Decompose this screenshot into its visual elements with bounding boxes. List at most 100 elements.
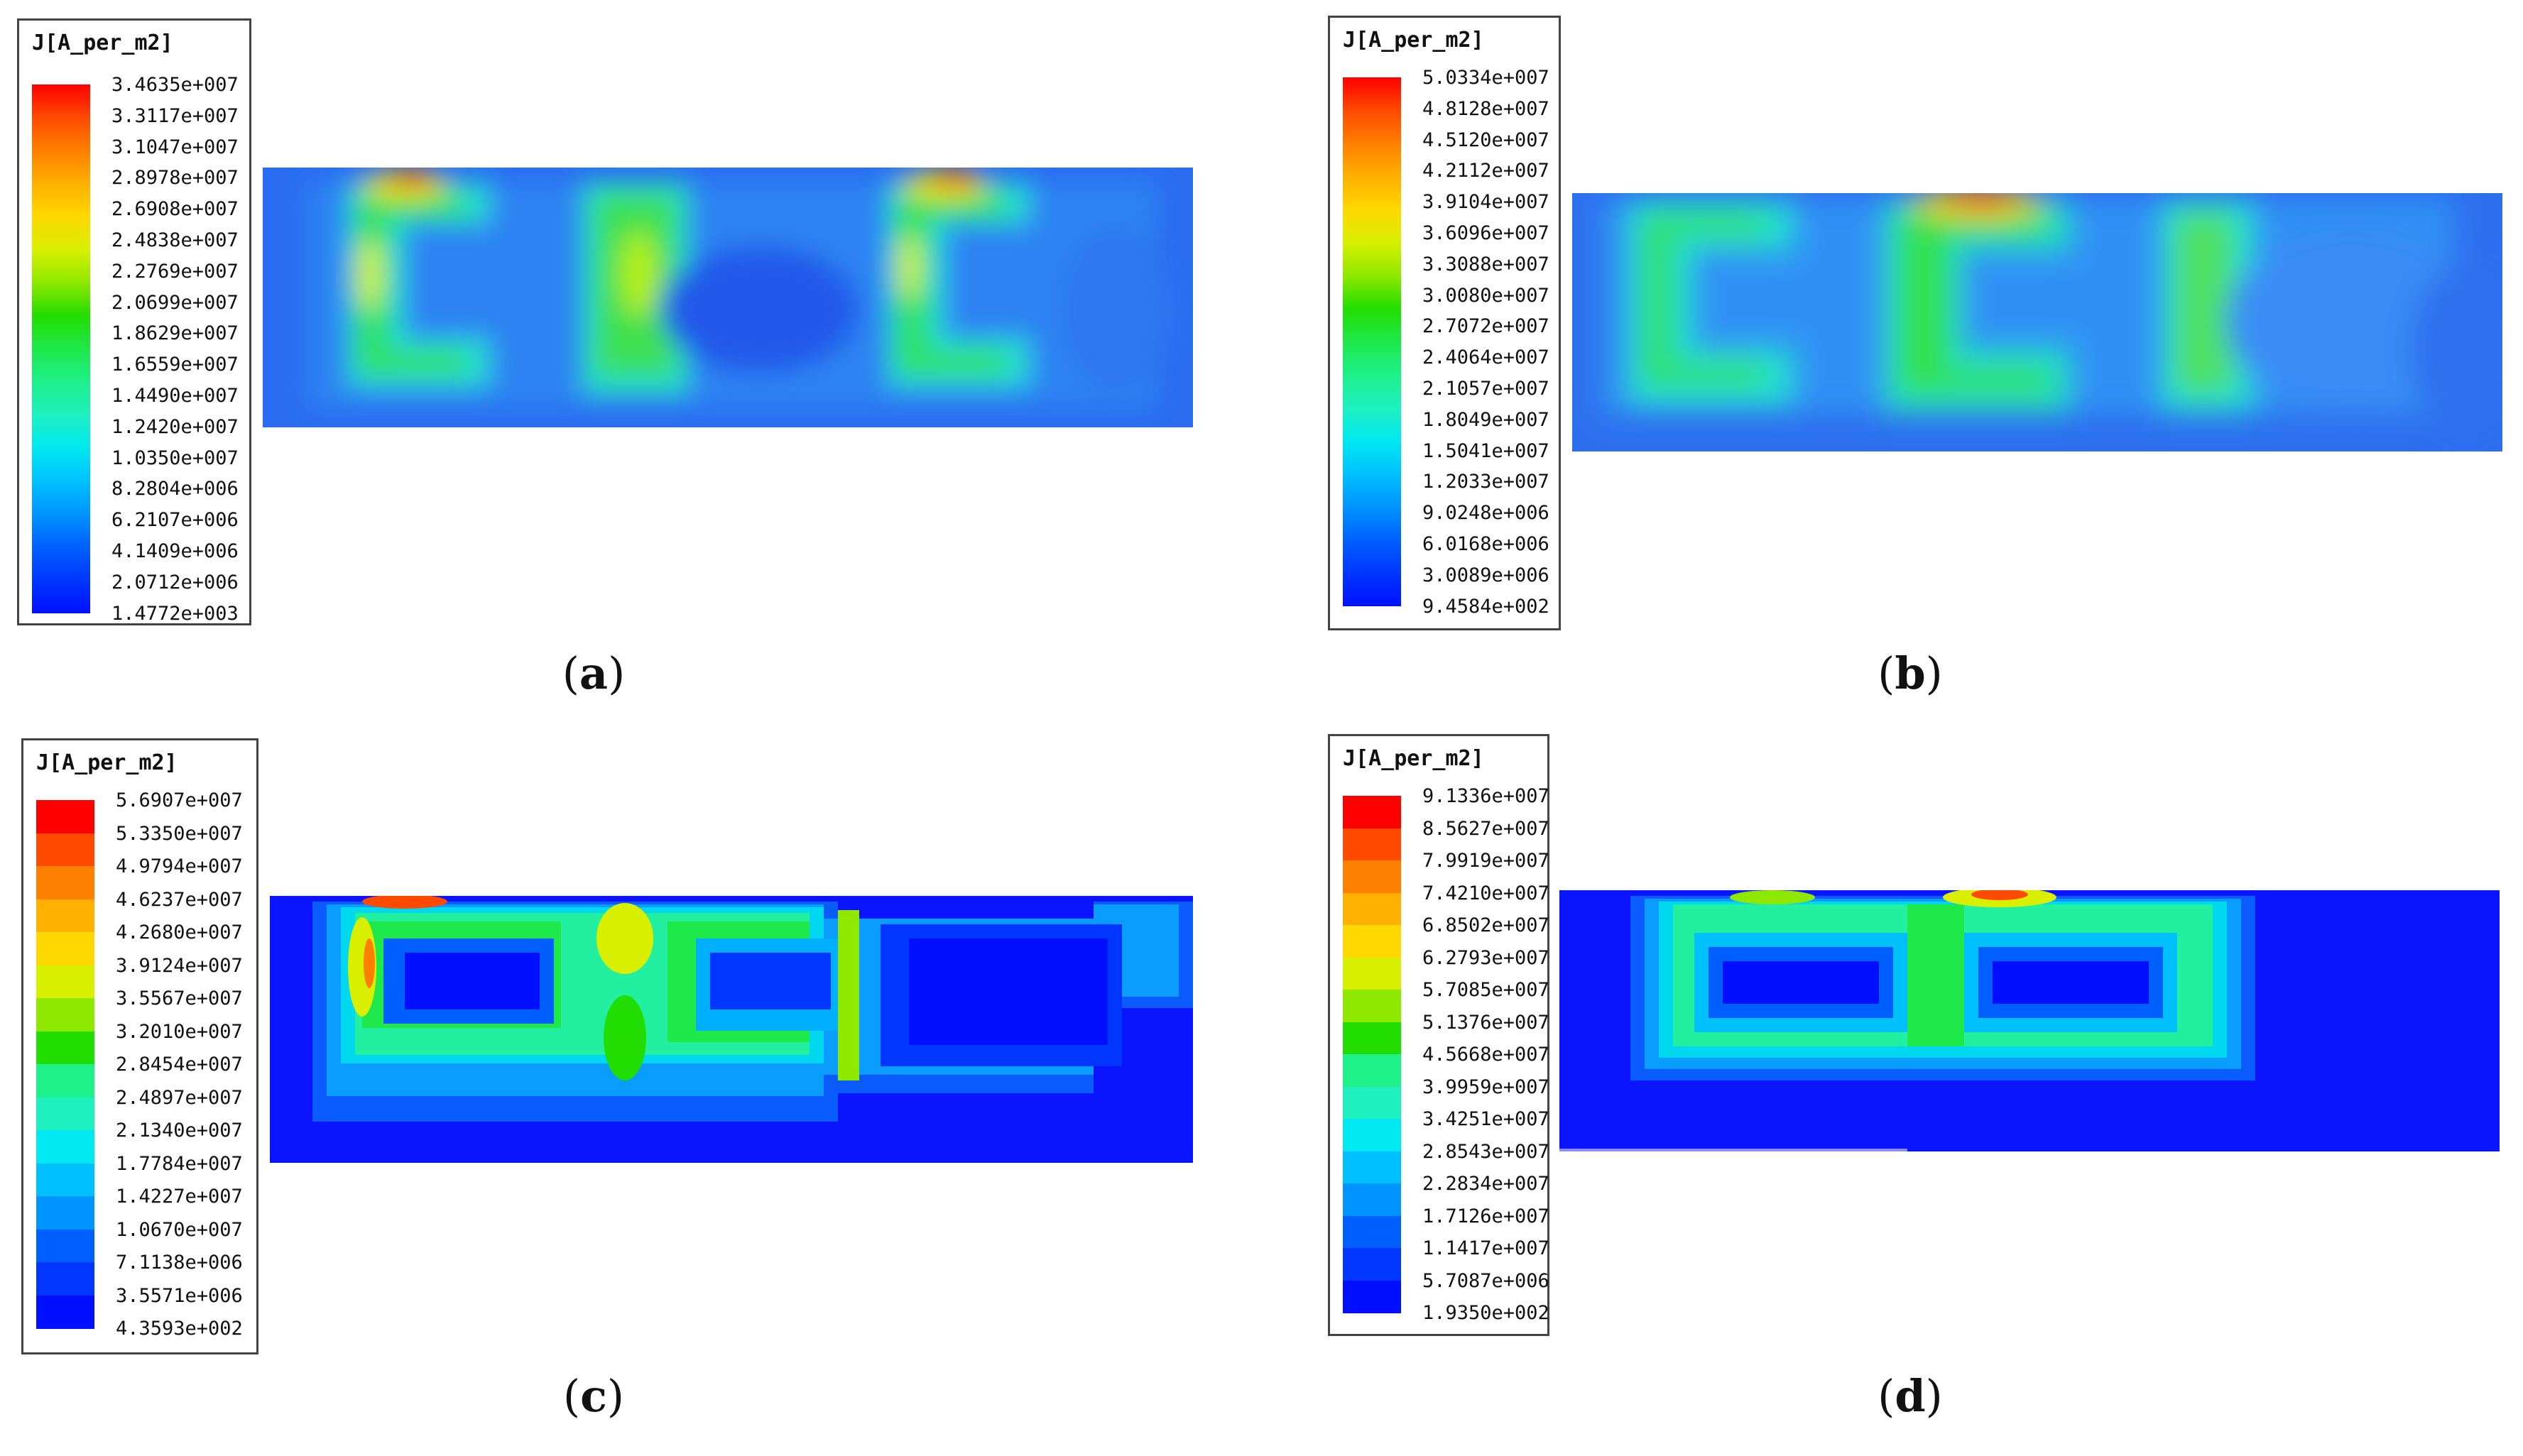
legend-d: J[A_per_m2] 9.1336e+007 8.5627e+007 7.9919…: [1328, 734, 1549, 1336]
tick-label: 1.1417e+007: [1422, 1237, 1549, 1259]
color-band: [36, 833, 94, 867]
tick-label: 3.1047e+007: [111, 136, 239, 158]
tick-label: 1.9350e+002: [1422, 1302, 1549, 1324]
tick-label: 1.4490e+007: [111, 385, 239, 407]
tick-label: 4.2112e+007: [1422, 160, 1549, 182]
color-band: [1343, 957, 1401, 990]
caption-c: (c): [562, 1370, 625, 1422]
tick-label: 1.8629e+007: [111, 322, 239, 345]
legend-a: J[A_per_m2] 3.4635e+007 3.3117e+007 3.1047…: [17, 18, 251, 625]
color-band: [36, 1064, 94, 1098]
color-gradient: [32, 84, 90, 613]
tick-label: 2.0712e+006: [111, 571, 239, 593]
tick-label: 3.0089e+006: [1422, 564, 1549, 586]
color-band: [1343, 1119, 1401, 1152]
tick-label: 1.4772e+003: [111, 602, 239, 625]
color-band: [36, 800, 94, 834]
color-band: [1343, 1022, 1401, 1055]
tick-label: 1.7784e+007: [116, 1152, 243, 1175]
color-band: [36, 899, 94, 933]
color-band: [36, 1229, 94, 1263]
color-band: [1343, 1280, 1401, 1313]
current-density-field-b: [1572, 193, 2502, 451]
tick-label: 8.5627e+007: [1422, 817, 1549, 840]
tick-label: 2.2769e+007: [111, 260, 239, 283]
legend-title-b: J[A_per_m2]: [1343, 28, 1484, 53]
tick-label: 7.1138e+006: [116, 1252, 243, 1274]
tick-label: 3.2010e+007: [116, 1020, 243, 1043]
caption-d: (d): [1878, 1370, 1943, 1422]
color-band: [1343, 860, 1401, 894]
color-band: [36, 998, 94, 1032]
tick-label: 3.9104e+007: [1422, 191, 1549, 214]
tick-label: 2.4838e+007: [111, 229, 239, 251]
tick-label: 1.4227e+007: [116, 1186, 243, 1208]
tick-label: 5.3350e+007: [116, 822, 243, 845]
tick-label: 3.6096e+007: [1422, 222, 1549, 244]
legend-b: J[A_per_m2] 5.0334e+007 4.8128e+007 4.5120…: [1328, 16, 1561, 630]
color-band: [1343, 796, 1401, 829]
color-band: [1343, 1054, 1401, 1088]
color-band: [1343, 1215, 1401, 1249]
color-band: [36, 1262, 94, 1296]
color-band: [1343, 1183, 1401, 1217]
color-band: [36, 1031, 94, 1065]
tick-label: 3.4251e+007: [1422, 1108, 1549, 1130]
tick-label: 1.6559e+007: [111, 354, 239, 376]
tick-label: 4.5120e+007: [1422, 128, 1549, 151]
color-band: [1343, 828, 1401, 861]
tick-label: 2.4064e+007: [1422, 346, 1549, 369]
current-density-field-d: [1559, 890, 2500, 1151]
tick-label: 6.2793e+007: [1422, 946, 1549, 969]
tick-label: 4.9794e+007: [116, 855, 243, 877]
tick-label: 1.2420e+007: [111, 415, 239, 438]
tick-label: 7.9919e+007: [1422, 850, 1549, 872]
tick-label: 2.0699e+007: [111, 291, 239, 314]
color-band: [36, 932, 94, 966]
tick-label: 3.5567e+007: [116, 987, 243, 1009]
color-band: [36, 1130, 94, 1164]
tick-label: 7.4210e+007: [1422, 882, 1549, 904]
tick-label: 4.1409e+006: [111, 540, 239, 562]
color-band: [36, 1097, 94, 1131]
tick-label: 3.9124e+007: [116, 954, 243, 977]
tick-label: 1.0670e+007: [116, 1218, 243, 1241]
tick-label: 1.2033e+007: [1422, 471, 1549, 493]
tick-label: 2.8978e+007: [111, 167, 239, 190]
tick-label: 8.2804e+006: [111, 478, 239, 500]
tick-label: 6.0168e+006: [1422, 533, 1549, 555]
color-band: [1343, 1248, 1401, 1281]
tick-label: 2.1340e+007: [116, 1120, 243, 1142]
tick-label: 2.1057e+007: [1422, 378, 1549, 400]
legend-title-a: J[A_per_m2]: [32, 31, 173, 55]
color-band: [1343, 1151, 1401, 1184]
color-band: [36, 1295, 94, 1329]
tick-label: 4.5668e+007: [1422, 1044, 1549, 1066]
caption-a: (a): [562, 647, 626, 699]
color-band: [1343, 925, 1401, 958]
legend-title-c: J[A_per_m2]: [36, 750, 178, 775]
color-band: [1343, 990, 1401, 1023]
tick-label: 2.4897e+007: [116, 1086, 243, 1109]
current-density-field-a: [263, 168, 1193, 427]
tick-label: 3.0080e+007: [1422, 284, 1549, 307]
tick-label: 1.8049e+007: [1422, 408, 1549, 431]
color-band: [36, 1163, 94, 1197]
tick-label: 9.1336e+007: [1422, 785, 1549, 807]
color-band: [36, 1196, 94, 1230]
legend-c: J[A_per_m2] 5.6907e+007 5.3350e+007 4.9794…: [21, 738, 258, 1354]
tick-label: 6.2107e+006: [111, 509, 239, 532]
tick-label: 2.8543e+007: [1422, 1140, 1549, 1163]
tick-label: 5.1376e+007: [1422, 1011, 1549, 1034]
tick-label: 5.0334e+007: [1422, 67, 1549, 89]
legend-title-d: J[A_per_m2]: [1343, 746, 1484, 771]
tick-label: 1.0350e+007: [111, 447, 239, 469]
tick-label: 6.8502e+007: [1422, 914, 1549, 936]
tick-label: 4.3593e+002: [116, 1318, 243, 1340]
tick-label: 4.2680e+007: [116, 921, 243, 943]
tick-label: 9.4584e+002: [1422, 595, 1549, 618]
tick-label: 3.4635e+007: [111, 74, 239, 96]
tick-label: 5.7085e+007: [1422, 979, 1549, 1001]
tick-label: 5.6907e+007: [116, 789, 243, 811]
tick-label: 3.5571e+006: [116, 1284, 243, 1307]
